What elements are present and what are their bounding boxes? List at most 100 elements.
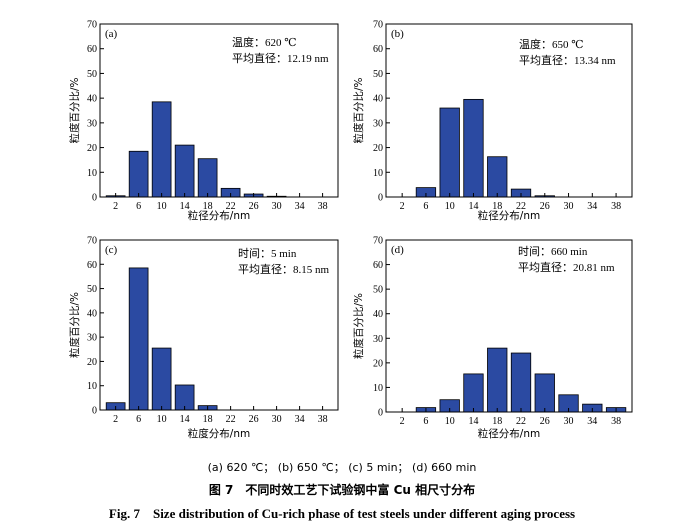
panel-label-a: (a) [105,28,118,40]
bar-a-6 [128,150,149,198]
bar-a-14 [174,144,195,198]
y-tick-label-a: 40 [87,94,97,105]
y-tick-label-b: 70 [373,20,383,31]
bar-d-14 [463,373,484,413]
y-tick-label-d: 40 [373,309,383,320]
bar-b-14 [463,98,484,198]
annotation-b: 平均直径：13.34 nm [519,53,616,67]
x-tick-label-a: 34 [295,201,305,212]
x-tick-label-d: 26 [540,416,550,427]
y-tick-label-a: 30 [87,118,97,129]
y-tick-label-b: 30 [373,118,383,129]
y-tick-label-a: 70 [87,20,97,31]
y-tick-label-d: 0 [378,408,383,419]
plot-frame-b [385,23,633,198]
y-tick-label-c: 20 [87,357,97,368]
plot-frame-d [385,239,633,413]
x-tick-label-d: 2 [400,416,405,427]
x-tick-label-c: 6 [136,414,141,425]
x-tick-label-b: 22 [516,201,526,212]
figure-caption-english: Fig. 7 Size distribution of Cu-rich phas… [108,506,576,521]
y-tick-label-b: 40 [373,94,383,105]
x-tick-label-c: 22 [226,414,236,425]
x-tick-label-d: 34 [587,416,597,427]
x-tick-label-c: 38 [318,414,328,425]
x-tick-label-a: 30 [272,201,282,212]
annotation-c: 时间：5 min [238,247,297,260]
x-tick-label-b: 2 [400,201,405,212]
panel-a: 0 10 20 30 40 50 60 70 2 6 10 14 18 22 26 30 34 38 (a) 温度：6… [0,0,342,234]
annotation-b: 温度：650 ℃ [519,37,584,51]
x-tick-label-d: 6 [423,416,428,427]
figure-caption-chinese: 图 7 不同时效工艺下试验钢中富 Cu 相尺寸分布 [208,483,476,497]
annotation-d: 平均直径：20.81 nm [518,260,615,274]
x-tick-label-c: 34 [295,414,305,425]
bar-d-22 [510,352,532,413]
y-tick-label-a: 0 [92,193,97,204]
y-axis-title-a: 粒度百分比/% [68,77,81,143]
y-tick-label-c: 30 [87,333,97,344]
y-tick-label-d: 10 [373,383,383,394]
x-tick-label-c: 30 [272,414,282,425]
x-tick-label-b: 34 [587,201,597,212]
y-tick-label-a: 10 [87,168,97,179]
x-tick-label-a: 26 [249,201,259,212]
y-tick-label-b: 60 [373,44,383,55]
x-tick-label-b: 26 [540,201,550,212]
x-tick-label-c: 14 [180,414,190,425]
y-tick-label-a: 60 [87,44,97,55]
annotation-a: 温度：620 ℃ [232,35,297,49]
bar-d-18 [487,347,508,413]
bar-b-10 [439,107,460,198]
panel-label-c: (c) [105,244,118,256]
x-tick-label-a: 10 [157,201,167,212]
y-tick-label-c: 70 [87,236,97,247]
y-tick-label-b: 10 [373,168,383,179]
y-axis-title-c: 粒度百分比/% [68,292,81,358]
x-axis-title-d: 粒径分布/nm [478,427,540,440]
y-tick-label-a: 50 [87,69,97,80]
bar-a-18 [197,158,218,198]
x-tick-label-c: 26 [249,414,259,425]
x-tick-label-d: 10 [445,416,455,427]
figure-subcaption: (a) 620 ℃； (b) 650 ℃； (c) 5 min； (d) 660… [207,461,477,474]
y-tick-label-d: 50 [373,285,383,296]
x-tick-label-c: 2 [113,414,118,425]
y-tick-label-c: 50 [87,284,97,295]
x-tick-label-b: 18 [492,201,502,212]
y-tick-label-b: 0 [378,193,383,204]
annotation-a: 平均直径：12.19 nm [232,51,329,65]
x-tick-label-a: 22 [226,201,236,212]
x-tick-label-a: 14 [180,201,190,212]
x-tick-label-b: 30 [564,201,574,212]
bar-c-10 [151,347,172,411]
x-tick-label-a: 2 [113,201,118,212]
y-axis-title-d: 粒度百分比/% [352,293,365,359]
x-tick-label-b: 38 [611,201,621,212]
plot-frame-c [99,239,339,411]
x-tick-label-a: 18 [203,201,213,212]
x-tick-label-b: 10 [445,201,455,212]
y-tick-label-c: 0 [92,406,97,417]
y-tick-label-d: 20 [373,358,383,369]
x-axis-title-c: 粒度分布/nm [188,427,250,440]
plot-frame-a [99,23,339,198]
panel-d: 0 10 20 30 40 50 60 70 2 6 10 14 18 22 26 30 34 38 (d) 时间：6… [342,230,684,459]
x-tick-label-b: 6 [423,201,428,212]
panel-label-b: (b) [391,28,404,40]
bar-b-18 [487,156,508,198]
y-axis-title-b: 粒度百分比/% [352,77,365,143]
x-tick-label-c: 10 [157,414,167,425]
x-tick-label-a: 6 [136,201,141,212]
y-tick-label-d: 60 [373,260,383,271]
panel-label-d: (d) [391,244,404,256]
x-tick-label-d: 30 [564,416,574,427]
panel-b: 0 10 20 30 40 50 60 70 2 6 10 14 18 22 26 30 34 38 (b) 温度：6… [342,0,684,234]
y-tick-label-b: 20 [373,143,383,154]
x-tick-label-d: 14 [468,416,478,427]
y-tick-label-d: 70 [373,236,383,247]
annotation-d: 时间：660 min [518,245,588,258]
